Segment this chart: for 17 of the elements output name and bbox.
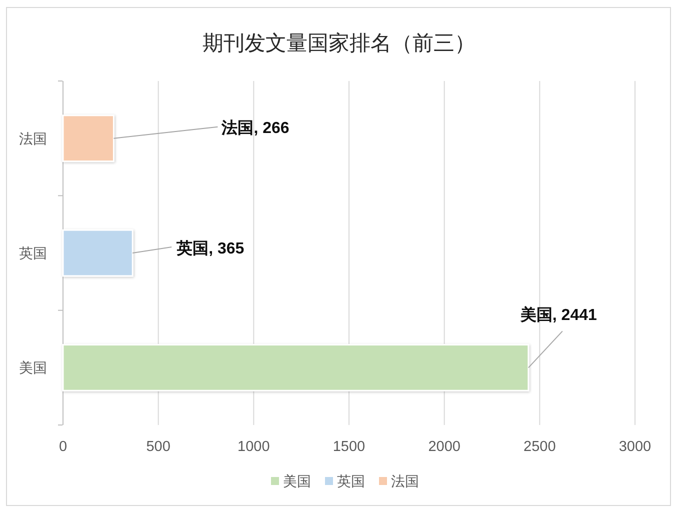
data-label: 法国, 266 xyxy=(222,120,290,137)
x-tick-label: 3000 xyxy=(618,439,652,455)
data-label: 英国, 365 xyxy=(176,240,244,258)
title: 期刊发文量国家排名（前三） xyxy=(202,32,476,55)
x-tick-label: 500 xyxy=(146,439,170,455)
x-tick-label: 0 xyxy=(58,439,68,455)
x-tick-label: 1500 xyxy=(332,439,366,455)
legend-label: 英国 xyxy=(337,473,365,489)
y-category-label: 美国 xyxy=(19,360,47,376)
data-label: 美国, 2441 xyxy=(520,307,597,324)
x-tick-label: 2000 xyxy=(428,439,460,455)
y-category-label: 法国 xyxy=(19,130,47,146)
legend-label: 法国 xyxy=(391,473,419,489)
x-tick-label: 2500 xyxy=(524,439,556,455)
legend-label: 美国 xyxy=(283,473,311,489)
x-tick-label: 1000 xyxy=(238,439,270,455)
y-category-label: 英国 xyxy=(19,245,47,261)
